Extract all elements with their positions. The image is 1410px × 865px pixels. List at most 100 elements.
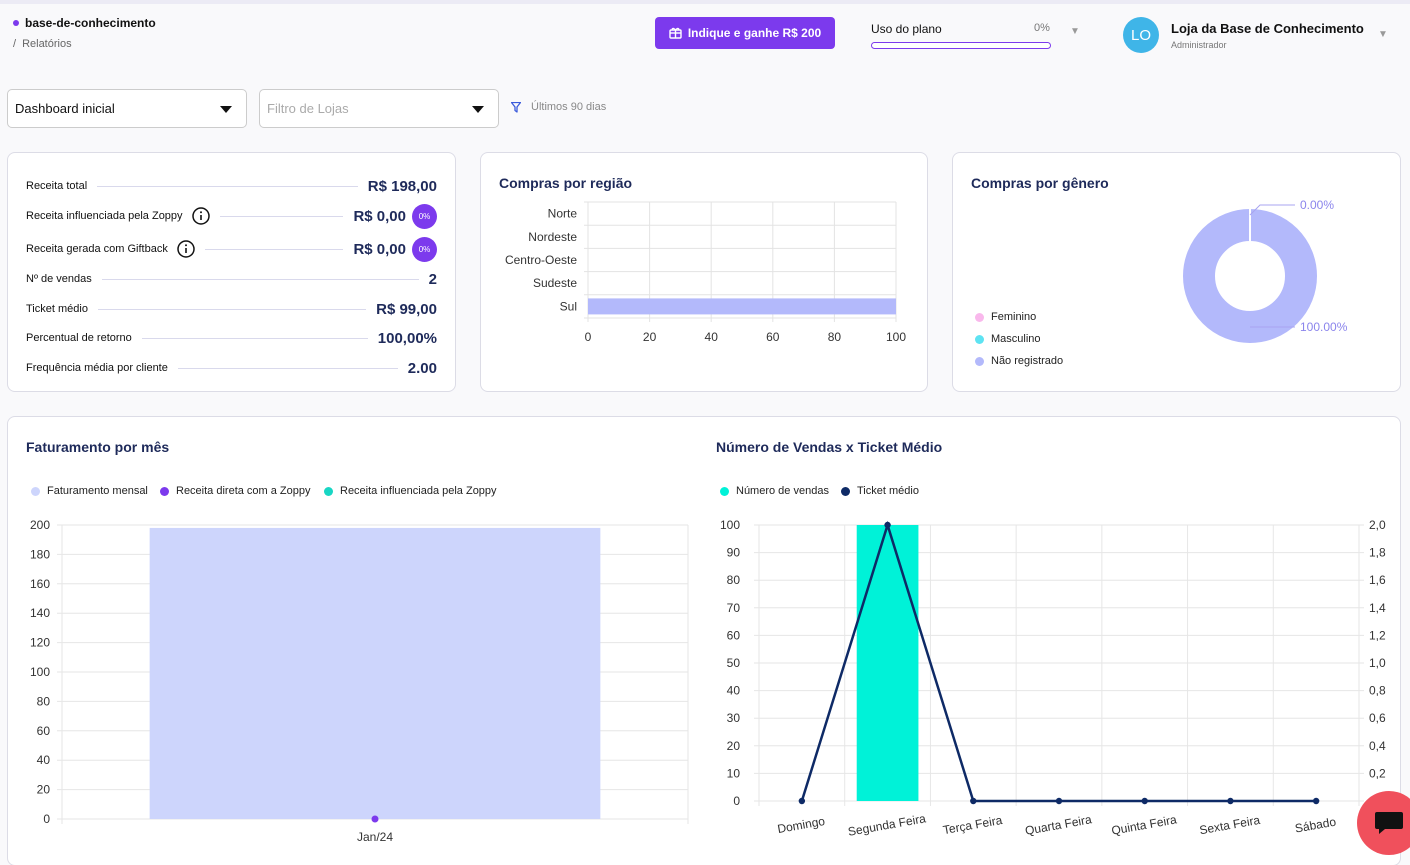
x-tick-label: Domingo	[776, 814, 826, 836]
point-average-ticket	[1227, 797, 1234, 805]
legend-dot	[841, 486, 850, 496]
x-tick-label: Sábado	[1294, 815, 1337, 836]
x-tick-label: Terça Feira	[942, 813, 1004, 837]
user-menu-chevron-down-icon[interactable]: ▼	[1378, 29, 1388, 40]
kpi-leader-line	[219, 215, 344, 217]
x-tick-label: Segunda Feira	[847, 811, 927, 839]
percent-badge: 0%	[412, 203, 437, 229]
sales-chart-title: Número de Vendas x Ticket Médio	[716, 439, 943, 455]
kpi-leader-line	[97, 185, 358, 187]
legend-label: Feminino	[991, 311, 1037, 323]
legend-label: Não registrado	[991, 355, 1064, 367]
kpi-row-average-ticket: Ticket médio R$ 99,00	[26, 299, 437, 319]
y-right-tick-label: 1,0	[1369, 656, 1386, 670]
kpi-label: Nº de vendas	[26, 273, 92, 285]
legend-item-direct-revenue[interactable]: Receita direta com a Zoppy	[160, 485, 311, 497]
y-left-tick-label: 70	[727, 601, 741, 615]
x-tick-label: 40	[705, 330, 719, 344]
point-average-ticket	[970, 797, 977, 805]
kpi-label: Receita total	[26, 180, 88, 192]
kpi-row-sales-count: Nº de vendas 2	[26, 269, 437, 289]
y-left-tick-label: 100	[720, 518, 740, 532]
x-tick-label: Quinta Feira	[1110, 812, 1178, 837]
gift-icon	[669, 27, 682, 39]
y-tick-label: 180	[30, 547, 50, 561]
gender-chart-card: Compras por gênero Feminino Masculino Nã…	[952, 152, 1401, 392]
plan-chevron-down-icon[interactable]: ▼	[1070, 26, 1080, 37]
user-role: Administrador	[1171, 40, 1227, 50]
slice-label: 0.00%	[1300, 198, 1334, 212]
bottom-charts-card: Faturamento por mês Faturamento mensal R…	[7, 416, 1401, 865]
x-tick-label: 0	[585, 330, 592, 344]
percent-badge: 0%	[412, 236, 437, 262]
legend-item-influenced-revenue[interactable]: Receita influenciada pela Zoppy	[324, 485, 497, 497]
point-average-ticket	[1312, 797, 1320, 805]
kpi-value: R$ 0,00	[353, 207, 406, 225]
y-tick-label: 120	[30, 636, 50, 650]
point-average-ticket	[884, 521, 891, 529]
top-bar: base-de-conhecimento / Relatórios Indique…	[0, 4, 1410, 64]
dashboard-select-caret-icon	[220, 106, 232, 113]
breadcrumb-separator: /	[13, 38, 17, 50]
y-left-tick-label: 10	[727, 766, 741, 780]
region-chart-title: Compras por região	[499, 175, 633, 191]
period-filter[interactable]: Últimos 90 dias	[511, 101, 606, 113]
x-tick-label: 60	[766, 330, 780, 344]
info-icon[interactable]	[177, 240, 195, 258]
bar-sales-count	[856, 525, 919, 801]
store-slug: base-de-conhecimento	[25, 16, 156, 30]
y-tick-label: 200	[30, 518, 50, 532]
legend-item-unregistered[interactable]: Não registrado	[975, 355, 1063, 367]
kpi-value: 2	[428, 270, 437, 288]
avatar[interactable]: LO	[1123, 17, 1159, 53]
legend-dot	[720, 486, 729, 496]
legend-item-average-ticket[interactable]: Ticket médio	[841, 485, 919, 497]
breadcrumb-page[interactable]: Relatórios	[22, 38, 72, 50]
info-icon[interactable]	[191, 207, 210, 225]
region-chart-card: Compras por região 0 20 40 60 80 100 Norte Nord…	[480, 152, 928, 392]
legend-label: Masculino	[991, 333, 1041, 345]
kpi-label: Frequência média por cliente	[26, 362, 168, 374]
plan-usage-label: Uso do plano	[871, 22, 942, 36]
store-status-dot	[13, 20, 19, 26]
legend-dot	[975, 334, 984, 344]
chat-icon	[1375, 812, 1403, 834]
y-tick-label: Sudeste	[533, 276, 577, 290]
store-filter-placeholder: Filtro de Lojas	[267, 101, 349, 116]
plan-usage-bar	[871, 42, 1051, 49]
kpi-leader-line	[101, 278, 419, 280]
breadcrumb: / Relatórios	[13, 38, 72, 50]
chat-support-button[interactable]	[1357, 791, 1410, 855]
y-left-tick-label: 90	[727, 546, 741, 560]
user-name[interactable]: Loja da Base de Conhecimento	[1171, 21, 1364, 36]
x-tick-label: Sexta Feira	[1198, 813, 1261, 837]
kpi-label: Receita gerada com Giftback	[26, 243, 168, 255]
kpi-row-total-revenue: Receita total R$ 198,00	[26, 176, 437, 196]
label-leader-line	[1249, 204, 1295, 216]
x-tick-label: Quarta Feira	[1024, 812, 1093, 838]
legend-item-male[interactable]: Masculino	[975, 333, 1041, 345]
breadcrumb-store[interactable]: base-de-conhecimento	[13, 16, 156, 30]
legend-item-sales-count[interactable]: Número de vendas	[720, 485, 829, 497]
bar-monthly-revenue	[149, 527, 601, 819]
legend-dot	[975, 312, 984, 322]
bar-sul	[588, 298, 896, 315]
store-filter-caret-icon	[472, 106, 484, 113]
legend-item-female[interactable]: Feminino	[975, 311, 1036, 323]
kpi-value: R$ 0,00	[353, 240, 406, 258]
y-left-tick-label: 20	[727, 739, 741, 753]
store-filter-select[interactable]: Filtro de Lojas	[259, 89, 499, 128]
y-left-tick-label: 60	[727, 628, 741, 642]
y-left-tick-label: 80	[727, 573, 741, 587]
y-tick-label: 60	[37, 724, 51, 738]
dashboard-select-value: Dashboard inicial	[15, 101, 115, 116]
kpi-value: 100,00%	[377, 329, 437, 347]
kpi-leader-line	[141, 337, 368, 339]
y-right-tick-label: 1,4	[1369, 601, 1386, 615]
legend-label: Receita direta com a Zoppy	[176, 485, 311, 497]
invite-button[interactable]: Indique e ganhe R$ 200	[655, 17, 835, 49]
dashboard-select[interactable]: Dashboard inicial	[7, 89, 247, 128]
kpi-leader-line	[97, 308, 367, 310]
legend-item-monthly-revenue[interactable]: Faturamento mensal	[31, 485, 148, 497]
y-right-tick-label: 1,8	[1369, 546, 1386, 560]
